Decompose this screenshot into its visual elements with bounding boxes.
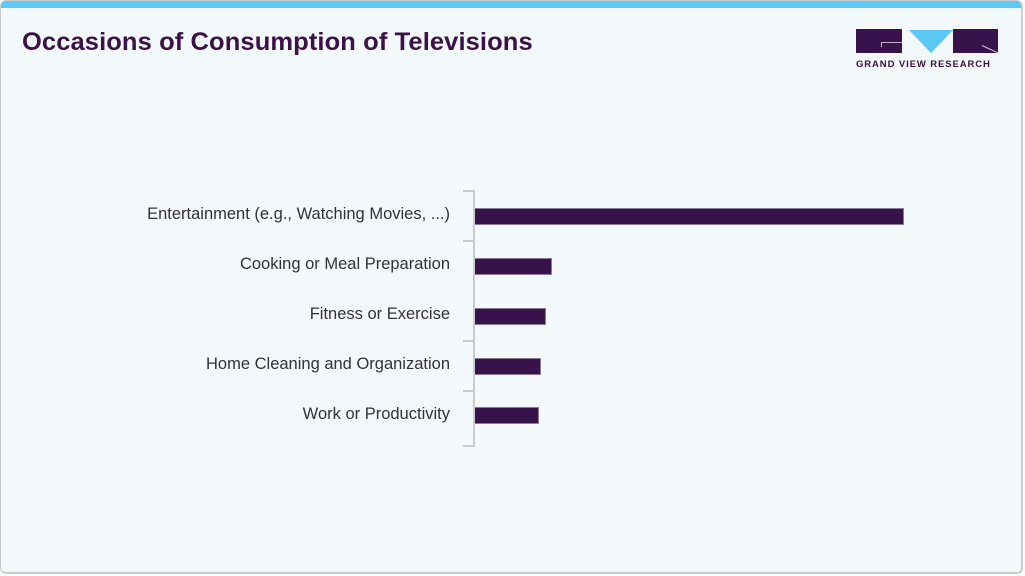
axis-tick	[463, 390, 474, 392]
logo-g-block-icon	[856, 29, 902, 53]
page-title: Occasions of Consumption of Televisions	[22, 28, 533, 56]
bar[interactable]	[475, 258, 552, 275]
bar[interactable]	[475, 358, 541, 375]
axis-tick	[463, 445, 474, 447]
logo-g-line	[881, 42, 902, 43]
category-label: Work or Productivity	[302, 405, 450, 423]
category-label: Cooking or Meal Preparation	[239, 255, 450, 273]
bar[interactable]	[475, 407, 539, 424]
bar[interactable]	[475, 308, 546, 325]
category-label: Home Cleaning and Organization	[206, 355, 450, 373]
grand-view-research-logo: GRAND VIEW RESEARCH	[856, 29, 999, 73]
logo-g-line	[881, 42, 882, 47]
axis-tick	[463, 340, 474, 342]
bar[interactable]	[475, 208, 904, 225]
axis-tick	[463, 240, 474, 242]
category-label: Entertainment (e.g., Watching Movies, ..…	[147, 205, 450, 223]
accent-top-bar	[1, 1, 1021, 8]
category-label: Fitness or Exercise	[309, 305, 450, 323]
logo-v-triangle-icon	[909, 30, 953, 53]
category-axis-line	[473, 190, 475, 447]
axis-tick	[463, 190, 474, 192]
logo-text: GRAND VIEW RESEARCH	[856, 59, 991, 70]
